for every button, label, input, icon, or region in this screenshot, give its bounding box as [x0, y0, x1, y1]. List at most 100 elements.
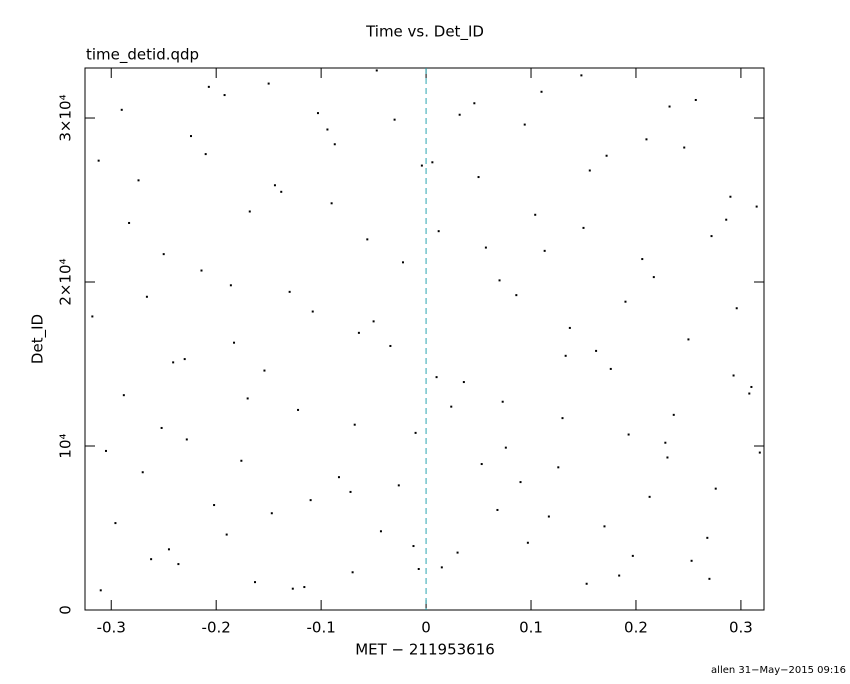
point — [185, 438, 188, 441]
point — [519, 481, 522, 484]
point — [167, 548, 170, 551]
point — [624, 300, 627, 303]
point — [484, 246, 487, 249]
point — [755, 205, 758, 208]
point — [496, 508, 499, 511]
x-axis-label: MET − 211953616 — [355, 641, 495, 659]
point — [526, 541, 529, 544]
point — [240, 459, 243, 462]
x-tick-label: -0.2 — [202, 619, 231, 637]
point — [263, 369, 266, 372]
point — [254, 581, 257, 584]
point — [748, 392, 751, 395]
point — [561, 417, 564, 420]
point — [666, 456, 669, 459]
point — [609, 367, 612, 370]
point — [200, 269, 203, 272]
point — [375, 69, 378, 72]
point — [694, 98, 697, 101]
x-tick-label: -0.3 — [97, 619, 126, 637]
point — [683, 146, 686, 149]
point — [114, 522, 117, 525]
point — [664, 441, 667, 444]
point — [435, 376, 438, 379]
point — [122, 394, 125, 397]
point — [177, 563, 180, 566]
point — [603, 525, 606, 528]
point — [379, 530, 382, 533]
point — [204, 153, 207, 156]
point — [213, 504, 216, 507]
point — [99, 589, 102, 592]
x-tick-label: 0.3 — [729, 619, 753, 637]
point — [303, 586, 306, 589]
point — [540, 90, 543, 93]
point — [687, 338, 690, 341]
point — [437, 230, 440, 233]
point — [588, 169, 591, 172]
point — [372, 320, 375, 323]
point — [627, 433, 630, 436]
point — [420, 164, 423, 167]
point — [393, 118, 396, 121]
point — [645, 138, 648, 141]
point — [515, 294, 518, 297]
point — [207, 85, 210, 88]
point — [417, 568, 420, 571]
point — [582, 226, 585, 229]
point — [137, 179, 140, 182]
footer: allen 31−May−2015 09:16 — [711, 665, 846, 676]
point — [326, 128, 329, 131]
point — [297, 408, 300, 411]
point — [595, 349, 598, 352]
point — [729, 195, 732, 198]
point — [162, 253, 165, 256]
point — [458, 113, 461, 116]
point — [631, 554, 634, 557]
y-tick-label: 3×10⁴ — [57, 94, 75, 141]
point — [183, 358, 186, 361]
point — [534, 213, 537, 216]
point — [714, 487, 717, 490]
point — [605, 154, 608, 157]
y-tick-label: 10⁴ — [57, 433, 75, 458]
point — [750, 385, 753, 388]
point — [690, 559, 693, 562]
point — [366, 238, 369, 241]
point — [353, 423, 356, 426]
point — [412, 545, 415, 548]
point — [758, 451, 761, 454]
point — [501, 400, 504, 403]
point — [333, 143, 336, 146]
x-tick-label: 0.2 — [624, 619, 648, 637]
subtitle: time_detid.qdp — [86, 46, 199, 65]
point — [128, 221, 131, 224]
x-tick-label: 0 — [421, 619, 431, 637]
y-tick-label: 2×10⁴ — [57, 258, 75, 305]
point — [618, 574, 621, 577]
point — [462, 381, 465, 384]
point — [397, 484, 400, 487]
point — [229, 284, 232, 287]
point — [330, 202, 333, 205]
point — [564, 354, 567, 357]
point — [735, 307, 738, 310]
point — [480, 463, 483, 466]
x-tick-label: -0.1 — [306, 619, 335, 637]
point — [504, 446, 507, 449]
plot-frame — [84, 67, 765, 611]
point — [145, 295, 148, 298]
point — [668, 105, 671, 108]
point — [273, 184, 276, 187]
point — [349, 490, 352, 493]
point — [270, 512, 273, 515]
point — [473, 102, 476, 105]
point — [246, 397, 249, 400]
point — [641, 258, 644, 261]
point — [708, 577, 711, 580]
point — [732, 374, 735, 377]
point — [280, 190, 283, 193]
point — [456, 551, 459, 554]
point — [450, 405, 453, 408]
